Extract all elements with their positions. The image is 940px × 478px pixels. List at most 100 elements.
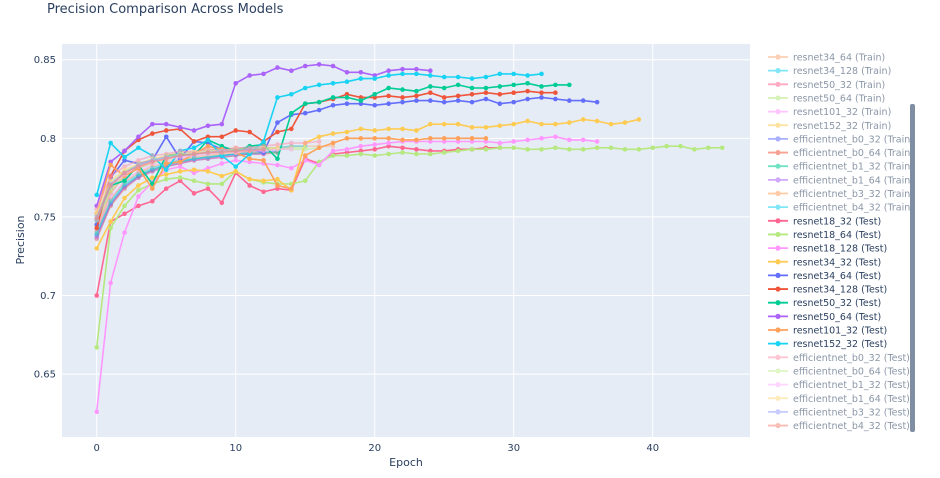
- legend-item[interactable]: resnet101_32 (Train): [768, 107, 891, 118]
- data-point: [205, 154, 211, 160]
- data-point: [177, 159, 183, 165]
- data-point: [455, 139, 461, 144]
- legend-item[interactable]: efficientnet_b1_64 (Test): [768, 394, 910, 405]
- data-point: [289, 92, 294, 97]
- legend-label: efficientnet_b1_64 (Train): [793, 175, 914, 186]
- data-point: [219, 181, 225, 187]
- legend-label: efficientnet_b0_64 (Train): [793, 148, 914, 159]
- legend-item[interactable]: efficientnet_b3_32 (Test): [768, 407, 910, 418]
- data-point: [386, 68, 391, 74]
- legend-item[interactable]: efficientnet_b4_32 (Test): [768, 421, 910, 432]
- data-point: [163, 167, 169, 173]
- data-point: [191, 158, 197, 163]
- data-point: [122, 148, 127, 154]
- data-point: [205, 143, 211, 149]
- data-point: [150, 186, 155, 191]
- data-point: [414, 88, 419, 94]
- series-layer: [94, 62, 725, 415]
- legend-item[interactable]: resnet18_128 (Test): [768, 244, 887, 255]
- data-point: [233, 158, 239, 163]
- data-point: [400, 87, 405, 92]
- legend-item[interactable]: resnet101_32 (Test): [768, 326, 887, 337]
- data-point: [150, 169, 155, 174]
- legend-item[interactable]: resnet34_64 (Train): [768, 53, 885, 64]
- data-point: [302, 110, 308, 116]
- legend-item[interactable]: resnet34_128 (Train): [768, 66, 891, 77]
- data-point: [455, 148, 461, 154]
- data-point: [483, 125, 489, 130]
- legend-marker: [775, 341, 781, 347]
- data-point: [219, 121, 225, 127]
- data-point: [108, 219, 113, 224]
- legend-item[interactable]: efficientnet_b1_64 (Train): [768, 175, 914, 186]
- legend-marker: [775, 95, 781, 101]
- data-point: [511, 145, 517, 151]
- data-point: [122, 154, 127, 160]
- series-resnet152-32-test-: [94, 71, 544, 198]
- legend-item[interactable]: resnet152_32 (Train): [768, 121, 891, 132]
- data-point: [108, 173, 113, 179]
- legend-item[interactable]: resnet50_32 (Test): [768, 298, 881, 309]
- legend-item[interactable]: resnet18_64 (Test): [768, 230, 881, 241]
- data-point: [386, 85, 391, 91]
- legend-scrollbar[interactable]: [910, 104, 915, 432]
- legend-item[interactable]: resnet34_32 (Test): [768, 257, 881, 268]
- data-point: [386, 73, 391, 78]
- legend-item[interactable]: efficientnet_b0_32 (Train): [768, 134, 914, 145]
- data-point: [553, 82, 558, 88]
- legend-item[interactable]: efficientnet_b3_32 (Train): [768, 189, 914, 200]
- data-point: [664, 143, 669, 149]
- legend-marker: [775, 259, 781, 265]
- data-point: [302, 63, 308, 69]
- legend-label: efficientnet_b0_32 (Train): [793, 134, 914, 145]
- data-point: [122, 167, 127, 173]
- legend[interactable]: resnet34_64 (Train) resnet34_128 (Train) r…: [768, 53, 914, 433]
- legend-item[interactable]: resnet50_64 (Test): [768, 312, 881, 323]
- data-point: [136, 175, 141, 180]
- data-point: [386, 101, 391, 107]
- data-point: [539, 147, 544, 152]
- data-point: [108, 195, 113, 201]
- legend-item[interactable]: efficientnet_b0_32 (Test): [768, 353, 910, 364]
- data-point: [108, 140, 113, 146]
- data-point: [136, 194, 141, 199]
- legend-item[interactable]: resnet50_32 (Train): [768, 80, 885, 91]
- legend-item[interactable]: resnet34_64 (Test): [768, 271, 881, 282]
- axis-ticks: 0 10 20 30 40 0.65 0.7 0.75 0.8 0.85: [34, 55, 659, 454]
- legend-item[interactable]: efficientnet_b4_32 (Train): [768, 203, 914, 214]
- legend-item[interactable]: resnet152_32 (Test): [768, 339, 887, 350]
- data-point: [150, 198, 155, 204]
- data-point: [428, 151, 433, 157]
- legend-item[interactable]: resnet34_128 (Test): [768, 285, 887, 296]
- legend-item[interactable]: efficientnet_b1_32 (Train): [768, 162, 914, 173]
- data-point: [330, 143, 336, 149]
- legend-marker: [775, 136, 781, 142]
- data-point: [428, 73, 433, 78]
- data-point: [191, 139, 197, 144]
- data-point: [428, 136, 433, 141]
- data-point: [191, 145, 197, 151]
- data-point: [358, 98, 364, 103]
- data-point: [441, 139, 447, 144]
- legend-label: resnet50_64 (Train): [793, 93, 885, 104]
- data-point: [261, 139, 266, 144]
- legend-item[interactable]: resnet18_32 (Test): [768, 216, 881, 227]
- data-point: [414, 137, 419, 143]
- legend-item[interactable]: resnet50_64 (Train): [768, 93, 885, 104]
- data-point: [358, 151, 364, 157]
- data-point: [372, 95, 378, 100]
- legend-marker: [775, 313, 781, 319]
- data-point: [372, 128, 378, 133]
- data-point: [608, 121, 614, 127]
- legend-marker: [775, 272, 781, 278]
- data-point: [372, 76, 378, 81]
- data-point: [497, 92, 503, 97]
- data-point: [302, 178, 308, 184]
- data-point: [289, 110, 294, 116]
- data-point: [247, 129, 252, 135]
- data-point: [108, 198, 113, 204]
- legend-label: efficientnet_b0_32 (Test): [793, 353, 910, 364]
- legend-item[interactable]: efficientnet_b0_64 (Train): [768, 148, 914, 159]
- legend-item[interactable]: efficientnet_b1_32 (Test): [768, 380, 910, 391]
- legend-item[interactable]: efficientnet_b0_64 (Test): [768, 366, 910, 377]
